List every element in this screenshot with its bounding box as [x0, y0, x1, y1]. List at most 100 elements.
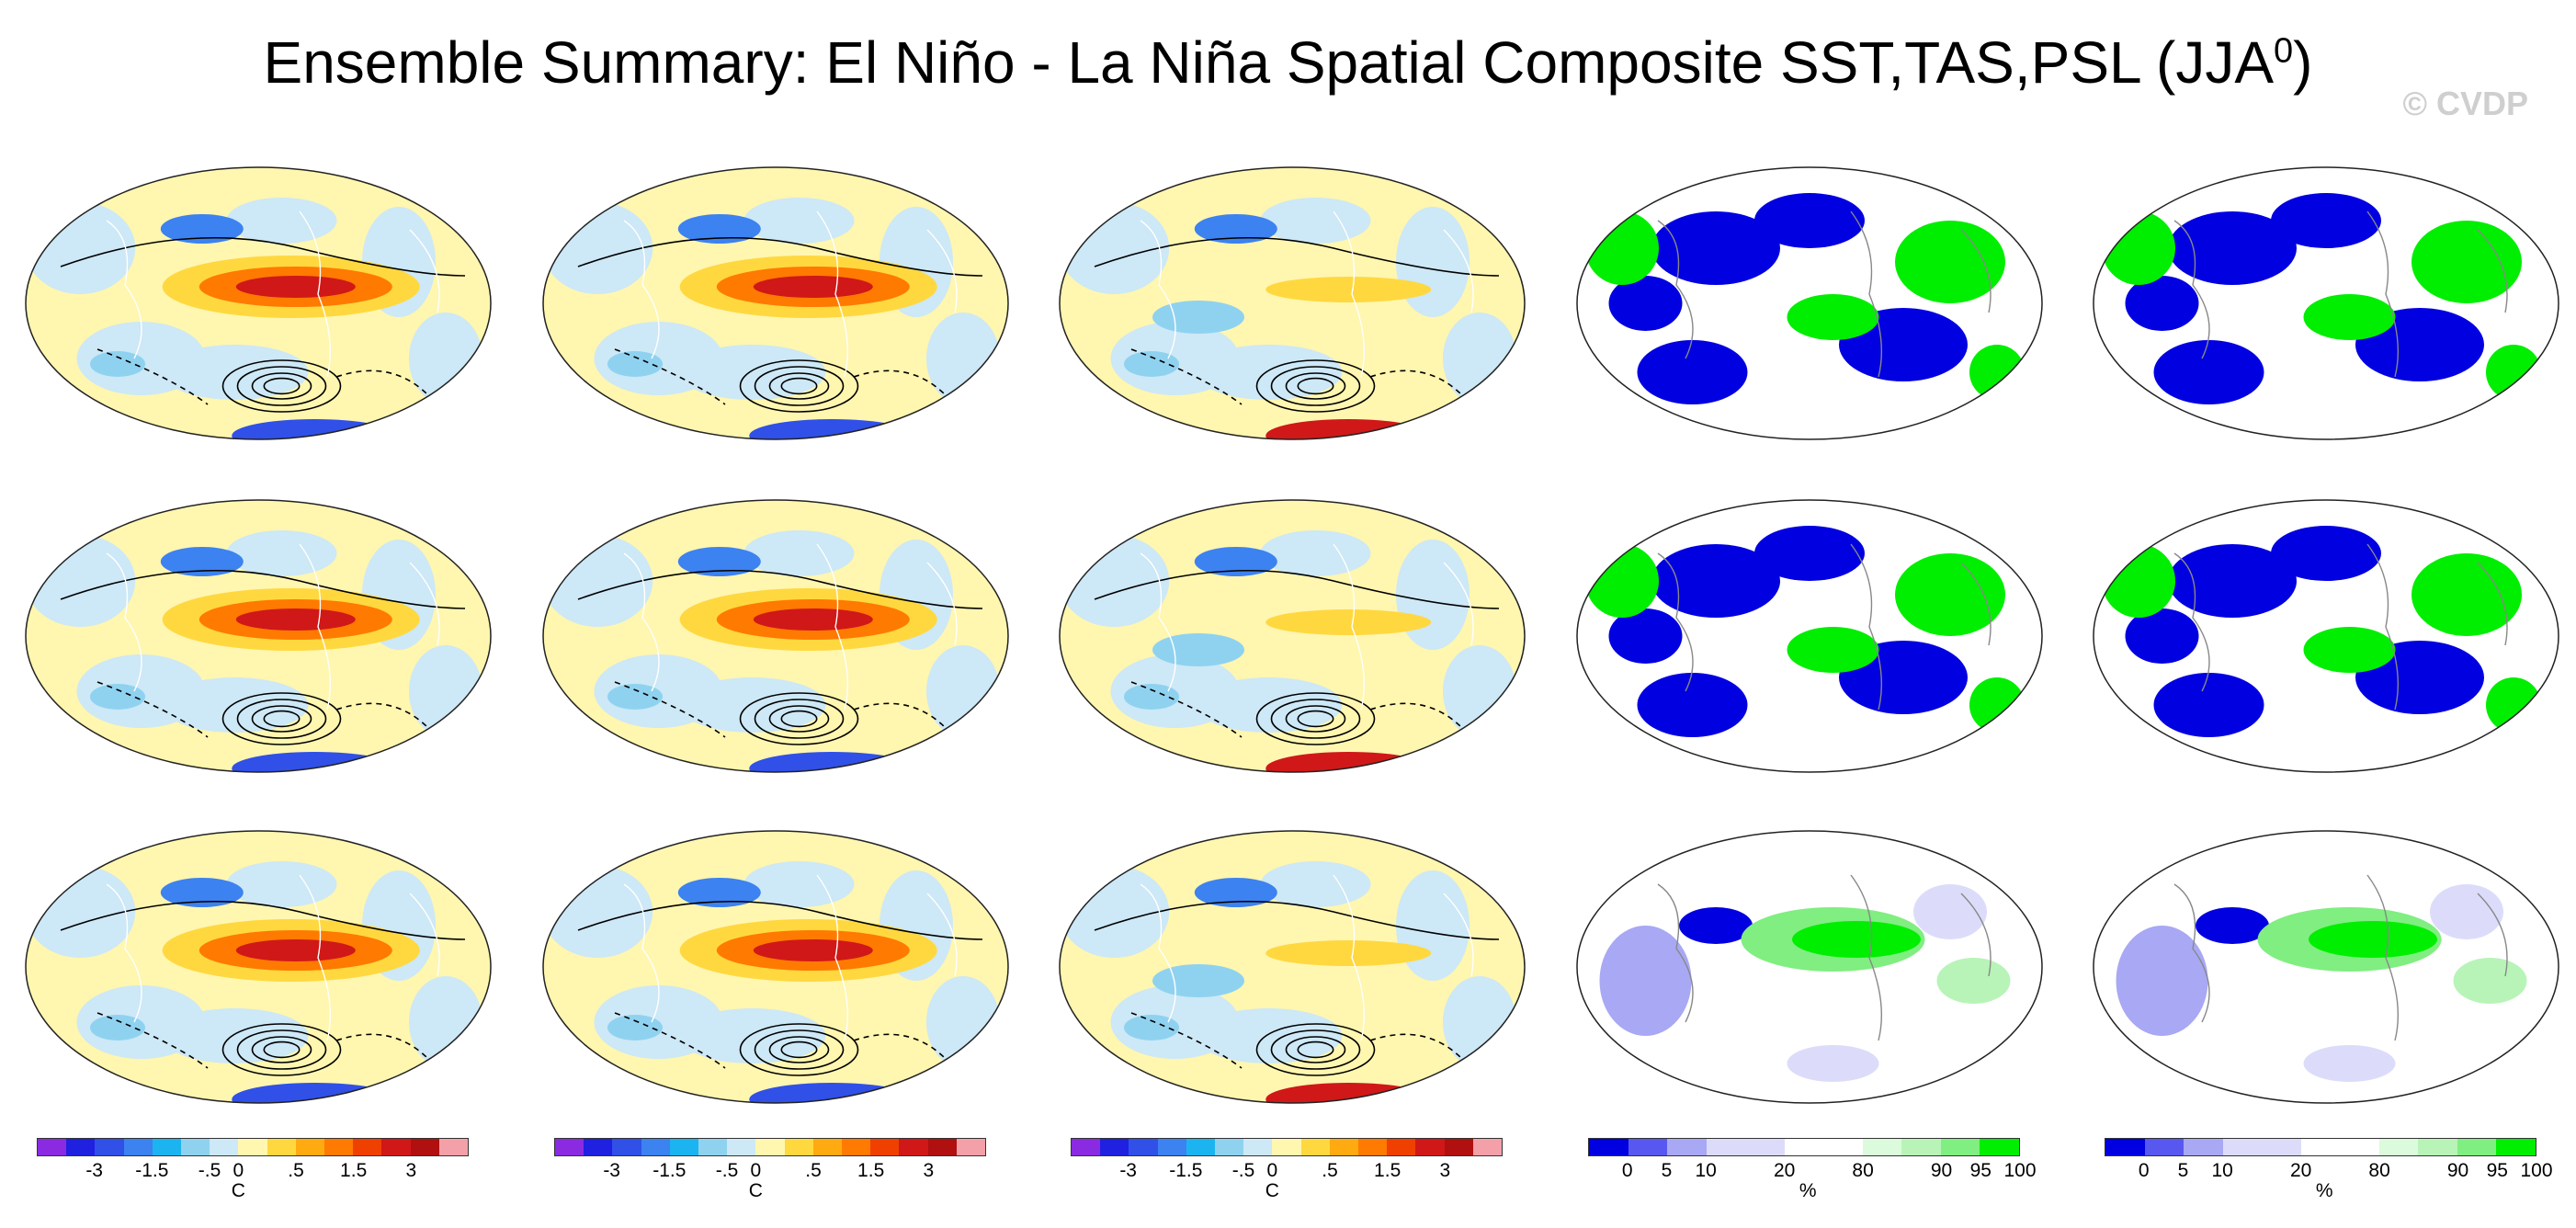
map-border: [1059, 499, 1526, 773]
psl-contour: [251, 705, 312, 733]
colorbar-swatch: [1980, 1139, 2020, 1155]
cool-anomaly: [677, 878, 761, 907]
coastline: [1443, 229, 1474, 313]
colorbar-swatch: [38, 1139, 67, 1155]
psl-contour: [1297, 1040, 1334, 1059]
colorbar-swatch: [2378, 1139, 2419, 1155]
rank-low-region: [2168, 211, 2297, 285]
cool-anomaly: [677, 547, 761, 576]
cool-anomaly: [1260, 861, 1371, 907]
psl-contour: [739, 359, 859, 413]
page-title: Ensemble Summary: El Niño - La Niña Spat…: [263, 29, 2313, 96]
coastline: [2477, 229, 2508, 313]
cool-anomaly: [743, 198, 855, 244]
map-panel: [529, 129, 1022, 450]
colorbar-swatch: [1940, 1139, 1980, 1155]
map-border: [1059, 166, 1526, 440]
coastline: [816, 210, 848, 378]
cool-anomaly: [90, 684, 145, 710]
colorbar-swatch: [1215, 1139, 1244, 1155]
cool-anomaly: [90, 351, 145, 377]
rank-high-region: [2303, 627, 2396, 673]
map-panel: [1046, 792, 1538, 1114]
map-panel: [12, 129, 505, 450]
rank-low-region: [2116, 926, 2208, 1036]
rank-low-region: [1913, 884, 1987, 939]
colorbar-tick-label: 3: [1439, 1160, 1451, 1181]
cool-anomaly: [90, 1015, 145, 1040]
colorbar-swatch: [956, 1139, 986, 1155]
psl-contour: [853, 370, 947, 396]
colorbar-tick-label: 80: [1852, 1160, 1874, 1181]
psl-contour: [335, 702, 429, 729]
psl-contour: [263, 710, 301, 728]
cool-anomaly: [607, 351, 663, 377]
coastline: [1657, 883, 1694, 1023]
colorbar-tick-label: -.5: [198, 1160, 221, 1181]
colorbar: -3 -1.5 -.5 0 .5 1.5 3 C: [554, 1138, 986, 1202]
cool-anomaly: [1195, 677, 1343, 733]
coastline: [409, 562, 440, 646]
coastline: [1333, 210, 1365, 378]
psl-contour: [1270, 1029, 1361, 1070]
coastline: [623, 220, 660, 359]
psl-contour: [60, 236, 466, 277]
map-panel: [12, 461, 505, 783]
colorbar-tick-label: .5: [805, 1160, 822, 1181]
colorbar-swatch: [1186, 1139, 1216, 1155]
coastline: [299, 874, 331, 1041]
colorbar-swatch: [870, 1139, 900, 1155]
colorbar-swatch: [555, 1139, 584, 1155]
psl-contour: [1094, 236, 1500, 277]
robinson-map: [1576, 830, 2043, 1104]
rank-low-region: [1651, 544, 1780, 618]
colorbar-tick-label: -.5: [715, 1160, 739, 1181]
colorbar-swatch: [755, 1139, 785, 1155]
coastline: [1333, 874, 1365, 1041]
rank-low-region: [2303, 1045, 2396, 1082]
psl-contour: [335, 370, 429, 396]
rank-low-region: [1637, 340, 1748, 404]
robinson-map: [1059, 830, 1526, 1104]
psl-contour: [263, 377, 301, 395]
robinson-map: [25, 830, 492, 1104]
robinson-map: [2093, 499, 2559, 773]
coastline: [1960, 229, 1992, 313]
rank-high-region: [2309, 921, 2437, 958]
rank-low-region: [1608, 276, 1683, 331]
map-panel: [1046, 129, 1538, 450]
colorbar-swatch: [2222, 1139, 2263, 1155]
psl-contour: [251, 372, 312, 400]
colorbar-swatch: [1415, 1139, 1445, 1155]
map-panel: [1563, 461, 2056, 783]
cool-anomaly: [1194, 214, 1277, 244]
cool-anomaly: [161, 1008, 309, 1063]
coastline: [2366, 210, 2399, 378]
rank-low-region: [2430, 884, 2503, 939]
cool-anomaly: [1152, 964, 1244, 997]
colorbar-tick-label: .5: [288, 1160, 304, 1181]
colorbar-tick-label: 95: [1969, 1160, 1992, 1181]
rank-high-region: [2303, 294, 2396, 340]
rank-low-region: [1651, 211, 1780, 285]
cool-anomaly: [1124, 1015, 1179, 1040]
psl-contour: [577, 236, 983, 277]
colorbar-tick-label: -1.5: [1169, 1160, 1203, 1181]
colorbar-swatch: [267, 1139, 296, 1155]
coastline: [1960, 893, 1992, 977]
colorbar-swatch: [698, 1139, 728, 1155]
cool-anomaly: [1194, 547, 1277, 576]
colorbar-swatch: [1823, 1139, 1863, 1155]
colorbar-swatch: [1358, 1139, 1388, 1155]
psl-contour: [236, 1029, 327, 1070]
map-panel: [2080, 129, 2572, 450]
psl-contour: [780, 377, 818, 395]
rank-low-region: [2271, 526, 2381, 581]
colorbar-swatch: [438, 1139, 469, 1155]
warm-anomaly: [1265, 609, 1432, 635]
rank-high-region: [2453, 958, 2527, 1004]
colorbar-swatch: [1329, 1139, 1359, 1155]
rank-low-region: [1679, 907, 1753, 944]
psl-contour: [1285, 1036, 1346, 1063]
watermark: © CVDP: [2402, 85, 2528, 122]
